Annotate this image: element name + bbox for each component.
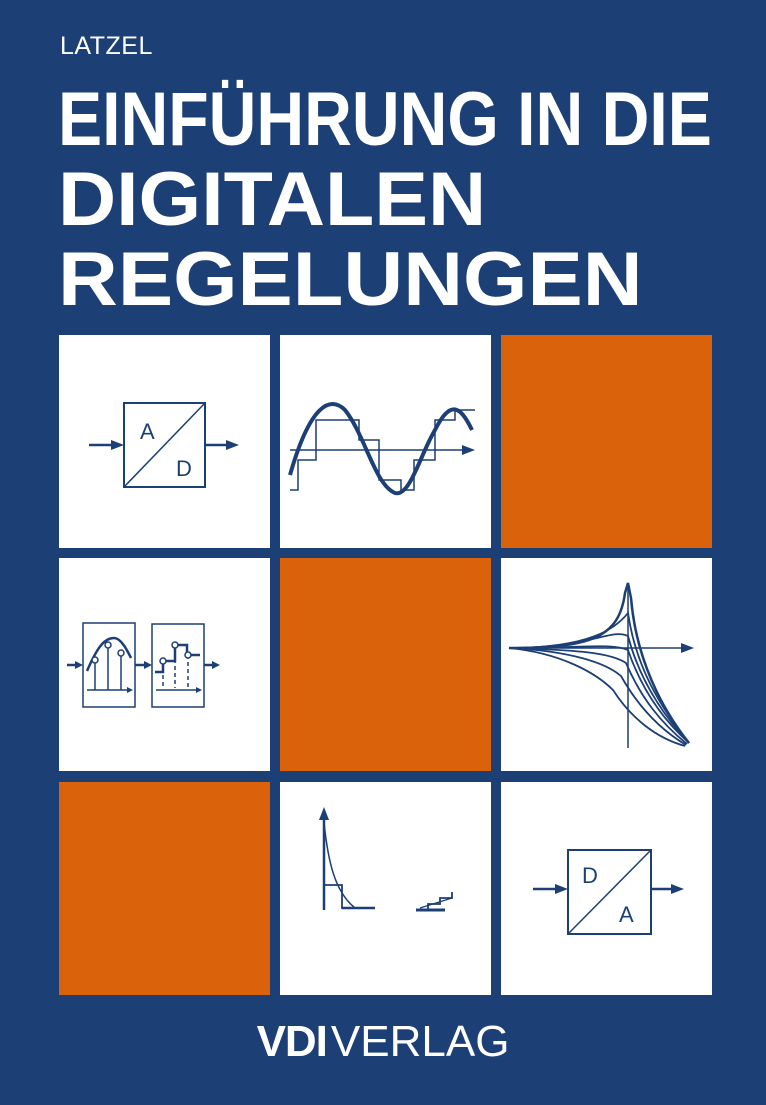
tile-orange — [280, 558, 491, 771]
label-d: D — [176, 456, 192, 481]
title-line-3: REGELUNGEN — [58, 237, 643, 322]
ad-converter-diagram: A D — [89, 402, 239, 488]
author: LATZEL — [60, 32, 153, 60]
sample-hold-diagram — [67, 622, 220, 708]
tile-sampled-sine — [280, 335, 491, 548]
label-d: D — [582, 863, 598, 888]
tile-sample-hold — [59, 558, 270, 771]
title-line-2: DIGITALEN — [58, 157, 487, 242]
tile-impulse-response — [280, 782, 491, 995]
label-a: A — [619, 902, 634, 927]
curve-family-diagram — [508, 582, 694, 748]
title-line-1: EINFÜHRUNG IN DIE — [58, 77, 712, 162]
tile-orange — [59, 782, 270, 995]
tile-ad-converter: A D — [59, 335, 270, 548]
publisher-logo: VDIVERLAG — [0, 1018, 766, 1066]
tile-da-converter: D A — [501, 782, 712, 995]
da-converter-diagram: D A — [533, 849, 684, 935]
publisher-regular: VERLAG — [330, 1017, 510, 1066]
sampled-sine-diagram — [288, 402, 475, 496]
tile-orange — [501, 335, 712, 548]
label-a: A — [140, 419, 155, 444]
publisher-bold: VDI — [256, 1017, 328, 1066]
impulse-response-diagram — [319, 807, 453, 912]
tile-root-locus — [501, 558, 712, 771]
